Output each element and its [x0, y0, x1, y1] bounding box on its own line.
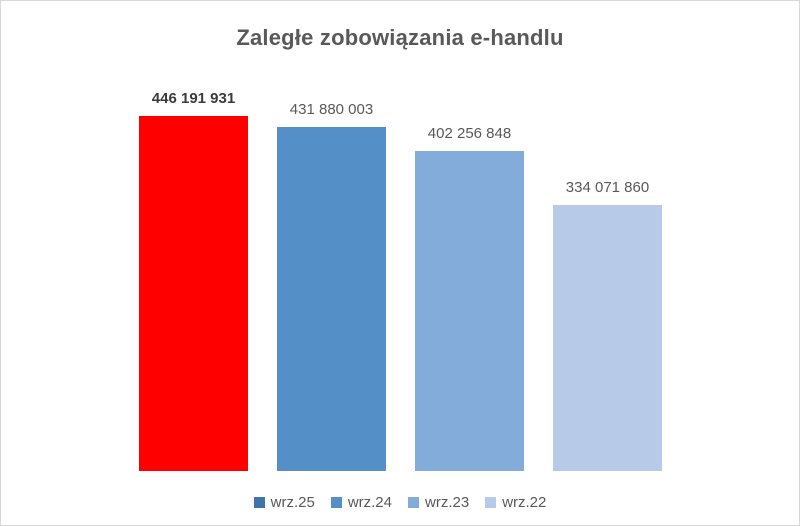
value-label-wrz.24: 431 880 003 — [289, 101, 374, 118]
legend-item-wrz.24: wrz.24 — [330, 494, 392, 511]
legend-item-wrz.23: wrz.23 — [408, 494, 469, 511]
legend-label: wrz.22 — [502, 494, 547, 511]
legend-label: wrz.23 — [425, 494, 470, 511]
chart-title: Zaległe zobowiązania e-handlu — [236, 25, 564, 50]
value-label-wrz.25: 446 191 931 — [151, 90, 236, 107]
bar-wrz.24 — [277, 127, 386, 471]
legend-item-wrz.22: wrz.22 — [485, 494, 546, 511]
legend-label: wrz.25 — [270, 494, 315, 511]
bar-wrz.23 — [415, 151, 524, 471]
bar-wrz.22 — [553, 205, 662, 471]
legend-label: wrz.24 — [347, 494, 392, 511]
legend: wrz.25 wrz.24 wrz.23 wrz.22 — [1, 494, 799, 511]
value-label-wrz.23: 402 256 848 — [427, 125, 512, 142]
legend-swatch-icon — [253, 497, 265, 508]
legend-swatch-icon — [408, 497, 419, 508]
legend-swatch-icon — [485, 497, 497, 508]
bar-wrz.25 — [139, 116, 248, 471]
legend-swatch-icon — [330, 497, 342, 508]
value-label-wrz.22: 334 071 860 — [565, 179, 650, 196]
legend-item-wrz.25: wrz.25 — [253, 494, 315, 511]
